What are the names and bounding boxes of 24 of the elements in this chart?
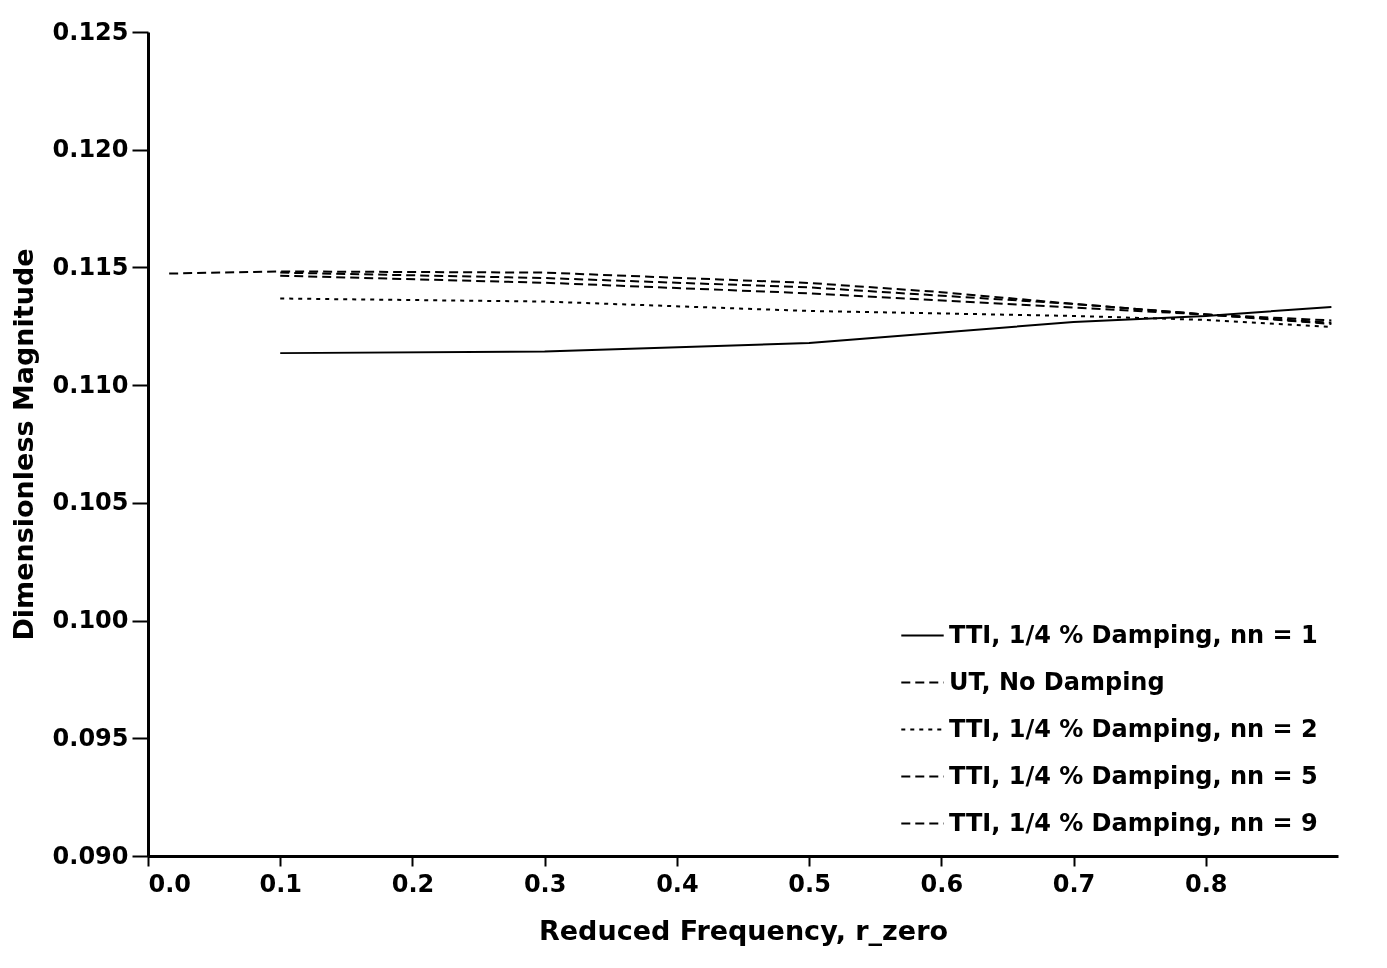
- y-tick-label: 0.120: [52, 135, 129, 164]
- x-tick-label: 0.2: [391, 869, 435, 898]
- x-axis-title: Reduced Frequency, r_zero: [539, 914, 948, 946]
- x-tick-label: 0.6: [920, 869, 964, 898]
- x-tick-label: 0.7: [1052, 869, 1096, 898]
- x-tick-label: 0.3: [523, 869, 567, 898]
- x-tick-label: 0.4: [656, 869, 699, 898]
- legend-label: TTI, 1/4 % Damping, nn = 9: [949, 808, 1318, 837]
- legend-label: UT, No Damping: [949, 667, 1165, 696]
- x-tick-label: 0.5: [788, 869, 831, 898]
- y-tick-label: 0.100: [52, 606, 129, 635]
- legend-label: TTI, 1/4 % Damping, nn = 5: [949, 761, 1318, 790]
- legend-label: TTI, 1/4 % Damping, nn = 2: [949, 714, 1318, 743]
- y-tick-label: 0.110: [52, 370, 129, 399]
- x-tick-label: 0.1: [259, 869, 302, 898]
- y-tick-label: 0.105: [52, 488, 129, 517]
- y-tick-label: 0.090: [52, 841, 129, 870]
- x-tick-label: 0.8: [1185, 869, 1228, 898]
- x-tick-label: 0.0: [148, 869, 192, 898]
- y-tick-label: 0.125: [52, 17, 129, 46]
- y-tick-label: 0.095: [52, 723, 129, 752]
- legend-label: TTI, 1/4 % Damping, nn = 1: [949, 620, 1318, 649]
- y-axis-title: Dimensionless Magnitude: [7, 248, 39, 641]
- y-tick-label: 0.115: [52, 252, 129, 281]
